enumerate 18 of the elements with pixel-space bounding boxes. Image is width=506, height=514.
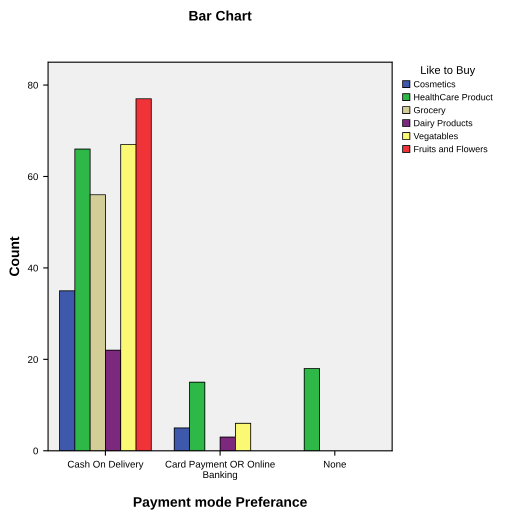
y-tick-label: 60 xyxy=(28,173,38,180)
y-tick-label: 0 xyxy=(33,448,38,454)
y-tick-label: 20 xyxy=(28,356,38,363)
y-axis-title: Count xyxy=(9,236,20,276)
legend-label: Grocery xyxy=(414,106,446,116)
y-tick-label: 80 xyxy=(28,82,38,89)
legend-title: Like to Buy xyxy=(421,66,476,76)
y-tick-label: 40 xyxy=(28,264,38,272)
x-axis-title: Payment mode Preferance xyxy=(134,496,307,510)
x-tick-label: Cash On Delivery xyxy=(68,460,144,470)
chart-title: Bar Chart xyxy=(189,10,252,21)
legend-label: Fruits and Flowers xyxy=(414,146,488,152)
x-tick-label: Card Payment OR Online Banking xyxy=(165,460,275,480)
x-tick-label: None xyxy=(324,460,346,468)
legend-label: Vegatables xyxy=(414,132,458,142)
legend-label: Cosmetics xyxy=(414,80,456,88)
legend-label: HealthCare Product xyxy=(414,94,493,100)
legend-label: Dairy Products xyxy=(414,120,472,128)
